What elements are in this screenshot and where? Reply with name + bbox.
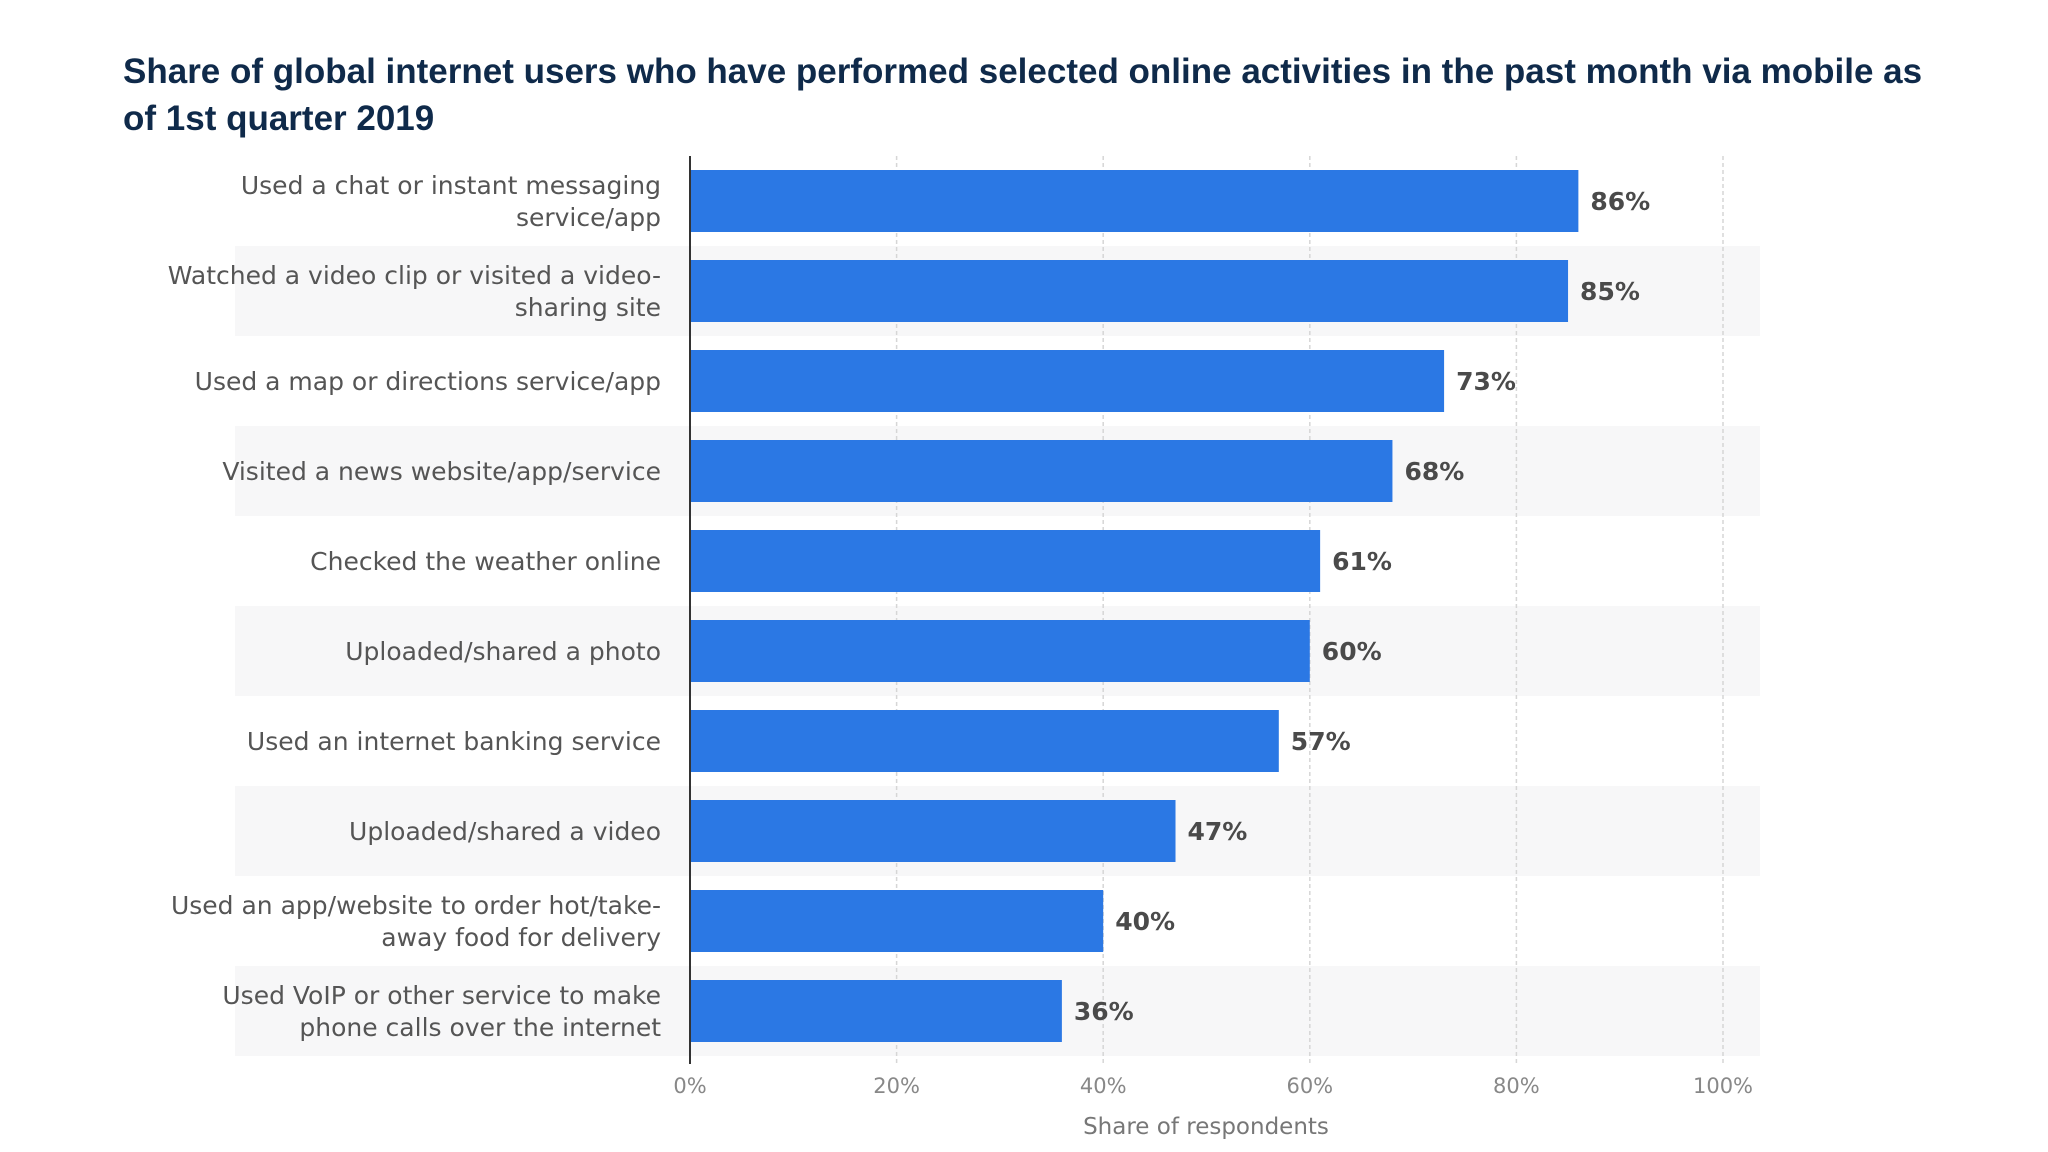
bar-1: [690, 170, 1579, 232]
x-tick-label: 60%: [1286, 1074, 1333, 1098]
value-label-8: 47%: [1188, 817, 1248, 846]
value-label-5: 61%: [1332, 547, 1392, 576]
x-tick-label: 20%: [873, 1074, 920, 1098]
x-axis-title: Share of respondents: [1083, 1114, 1329, 1140]
category-label-5: Checked the weather online: [310, 547, 661, 576]
bar-9: [690, 890, 1104, 952]
bar-3: [690, 350, 1445, 412]
value-label-7: 57%: [1291, 727, 1351, 756]
bar-6: [690, 620, 1310, 682]
category-label-10: phone calls over the internet: [299, 1013, 661, 1042]
category-label-6: Uploaded/shared a photo: [345, 637, 661, 666]
value-label-1: 86%: [1590, 187, 1650, 216]
x-tick-label: 40%: [1080, 1074, 1127, 1098]
category-label-2: sharing site: [515, 293, 661, 322]
bar-10: [690, 980, 1062, 1042]
x-tick-label: 0%: [673, 1074, 706, 1098]
category-label-7: Used an internet banking service: [247, 727, 661, 756]
category-label-10: Used VoIP or other service to make: [222, 981, 661, 1010]
bar-7: [690, 710, 1279, 772]
category-label-1: Used a chat or instant messaging: [241, 171, 661, 200]
category-label-9: Used an app/website to order hot/take-: [171, 891, 661, 920]
category-label-8: Uploaded/shared a video: [349, 817, 661, 846]
value-label-6: 60%: [1322, 637, 1382, 666]
category-label-1: service/app: [516, 203, 661, 232]
category-label-9: away food for delivery: [381, 923, 661, 952]
bar-5: [690, 530, 1321, 592]
value-label-9: 40%: [1115, 907, 1175, 936]
category-label-4: Visited a news website/app/service: [222, 457, 661, 486]
chart-title: Share of global internet users who have …: [123, 52, 1923, 138]
value-label-4: 68%: [1404, 457, 1464, 486]
value-label-10: 36%: [1074, 997, 1134, 1026]
category-label-3: Used a map or directions service/app: [195, 367, 661, 396]
bar-2: [690, 260, 1569, 322]
x-tick-label: 80%: [1493, 1074, 1540, 1098]
value-label-2: 85%: [1580, 277, 1640, 306]
value-label-3: 73%: [1456, 367, 1516, 396]
category-label-2: Watched a video clip or visited a video-: [168, 261, 661, 290]
bar-8: [690, 800, 1176, 862]
bar-4: [690, 440, 1393, 502]
x-tick-label: 100%: [1693, 1074, 1753, 1098]
